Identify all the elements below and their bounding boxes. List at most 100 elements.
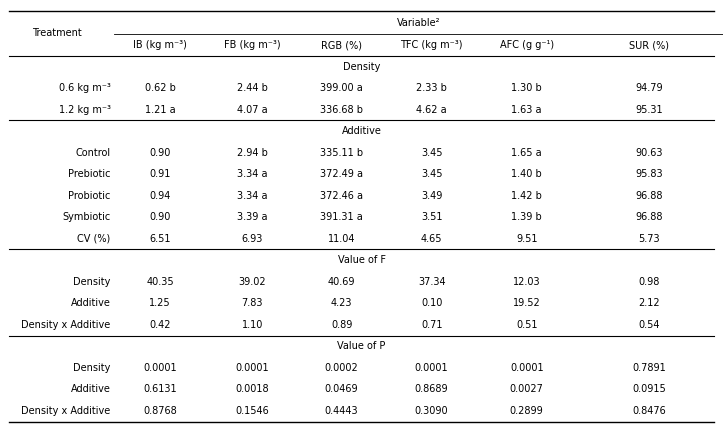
Text: Symbiotic: Symbiotic <box>62 212 111 222</box>
Text: 1.2 kg m⁻³: 1.2 kg m⁻³ <box>59 105 111 115</box>
Text: 0.0001: 0.0001 <box>143 363 177 373</box>
Text: Value of F: Value of F <box>338 255 385 265</box>
Text: Variable²: Variable² <box>397 18 440 27</box>
Text: 3.45: 3.45 <box>421 148 442 158</box>
Text: CV (%): CV (%) <box>77 234 111 244</box>
Text: 0.62 b: 0.62 b <box>145 83 176 93</box>
Text: 0.2899: 0.2899 <box>510 406 544 416</box>
Text: 0.71: 0.71 <box>421 320 442 330</box>
Text: 1.63 a: 1.63 a <box>511 105 542 115</box>
Text: 0.0001: 0.0001 <box>415 363 448 373</box>
Text: AFC (g g⁻¹): AFC (g g⁻¹) <box>500 40 554 50</box>
Text: 0.0915: 0.0915 <box>632 384 666 394</box>
Text: 0.54: 0.54 <box>638 320 659 330</box>
Text: 1.10: 1.10 <box>241 320 263 330</box>
Text: Treatment: Treatment <box>33 28 82 38</box>
Text: Density: Density <box>73 277 111 287</box>
Text: 1.21 a: 1.21 a <box>145 105 176 115</box>
Text: 3.34 a: 3.34 a <box>237 169 268 179</box>
Text: Additive: Additive <box>341 126 382 136</box>
Text: 40.35: 40.35 <box>146 277 174 287</box>
Text: 0.7891: 0.7891 <box>632 363 666 373</box>
Text: FB (kg m⁻³): FB (kg m⁻³) <box>224 40 281 50</box>
Text: 6.93: 6.93 <box>241 234 263 244</box>
Text: 3.49: 3.49 <box>421 191 442 201</box>
Text: 0.42: 0.42 <box>150 320 171 330</box>
Text: 2.94 b: 2.94 b <box>237 148 268 158</box>
Text: 4.23: 4.23 <box>331 298 352 308</box>
Text: RGB (%): RGB (%) <box>321 40 362 50</box>
Text: 399.00 a: 399.00 a <box>320 83 363 93</box>
Text: 0.0027: 0.0027 <box>510 384 544 394</box>
Text: TFC (kg m⁻³): TFC (kg m⁻³) <box>401 40 463 50</box>
Text: 0.1546: 0.1546 <box>236 406 269 416</box>
Text: 0.90: 0.90 <box>150 212 171 222</box>
Text: 96.88: 96.88 <box>635 212 663 222</box>
Text: Density: Density <box>343 62 380 71</box>
Text: 0.8689: 0.8689 <box>415 384 448 394</box>
Text: 3.34 a: 3.34 a <box>237 191 268 201</box>
Text: 3.39 a: 3.39 a <box>237 212 268 222</box>
Text: 372.49 a: 372.49 a <box>320 169 363 179</box>
Text: 0.8768: 0.8768 <box>143 406 177 416</box>
Text: 1.25: 1.25 <box>150 298 171 308</box>
Text: 0.4443: 0.4443 <box>325 406 359 416</box>
Text: 0.6131: 0.6131 <box>143 384 177 394</box>
Text: 0.0001: 0.0001 <box>236 363 269 373</box>
Text: 372.46 a: 372.46 a <box>320 191 363 201</box>
Text: 2.33 b: 2.33 b <box>416 83 447 93</box>
Text: 12.03: 12.03 <box>513 277 541 287</box>
Text: 1.40 b: 1.40 b <box>511 169 542 179</box>
Text: Density x Additive: Density x Additive <box>22 320 111 330</box>
Text: 1.42 b: 1.42 b <box>511 191 542 201</box>
Text: 5.73: 5.73 <box>638 234 659 244</box>
Text: 1.65 a: 1.65 a <box>511 148 542 158</box>
Text: Prebiotic: Prebiotic <box>68 169 111 179</box>
Text: 96.88: 96.88 <box>635 191 663 201</box>
Text: 2.44 b: 2.44 b <box>237 83 268 93</box>
Text: 0.91: 0.91 <box>150 169 171 179</box>
Text: 335.11 b: 335.11 b <box>320 148 363 158</box>
Text: 39.02: 39.02 <box>239 277 266 287</box>
Text: 40.69: 40.69 <box>328 277 356 287</box>
Text: 94.79: 94.79 <box>635 83 663 93</box>
Text: 0.8476: 0.8476 <box>632 406 666 416</box>
Text: 0.94: 0.94 <box>150 191 171 201</box>
Text: Probiotic: Probiotic <box>68 191 111 201</box>
Text: 0.10: 0.10 <box>421 298 442 308</box>
Text: 0.90: 0.90 <box>150 148 171 158</box>
Text: 4.07 a: 4.07 a <box>237 105 268 115</box>
Text: 0.98: 0.98 <box>638 277 659 287</box>
Text: 0.3090: 0.3090 <box>415 406 448 416</box>
Text: 0.6 kg m⁻³: 0.6 kg m⁻³ <box>59 83 111 93</box>
Text: 37.34: 37.34 <box>418 277 445 287</box>
Text: 391.31 a: 391.31 a <box>320 212 363 222</box>
Text: 6.51: 6.51 <box>150 234 171 244</box>
Text: 0.0001: 0.0001 <box>510 363 544 373</box>
Text: Value of P: Value of P <box>338 341 385 351</box>
Text: 1.39 b: 1.39 b <box>511 212 542 222</box>
Text: Control: Control <box>75 148 111 158</box>
Text: 11.04: 11.04 <box>328 234 356 244</box>
Text: 0.89: 0.89 <box>331 320 352 330</box>
Text: 7.83: 7.83 <box>241 298 263 308</box>
Text: Additive: Additive <box>71 298 111 308</box>
Text: 4.62 a: 4.62 a <box>416 105 447 115</box>
Text: 3.51: 3.51 <box>421 212 442 222</box>
Text: Additive: Additive <box>71 384 111 394</box>
Text: 95.83: 95.83 <box>635 169 663 179</box>
Text: 0.0018: 0.0018 <box>236 384 269 394</box>
Text: 0.0002: 0.0002 <box>325 363 359 373</box>
Text: 336.68 b: 336.68 b <box>320 105 363 115</box>
Text: SUR (%): SUR (%) <box>629 40 669 50</box>
Text: 19.52: 19.52 <box>513 298 541 308</box>
Text: 95.31: 95.31 <box>635 105 663 115</box>
Text: 1.30 b: 1.30 b <box>511 83 542 93</box>
Text: Density: Density <box>73 363 111 373</box>
Text: 90.63: 90.63 <box>635 148 663 158</box>
Text: IB (kg m⁻³): IB (kg m⁻³) <box>133 40 187 50</box>
Text: 0.0469: 0.0469 <box>325 384 359 394</box>
Text: 0.51: 0.51 <box>516 320 537 330</box>
Text: 4.65: 4.65 <box>421 234 442 244</box>
Text: Density x Additive: Density x Additive <box>22 406 111 416</box>
